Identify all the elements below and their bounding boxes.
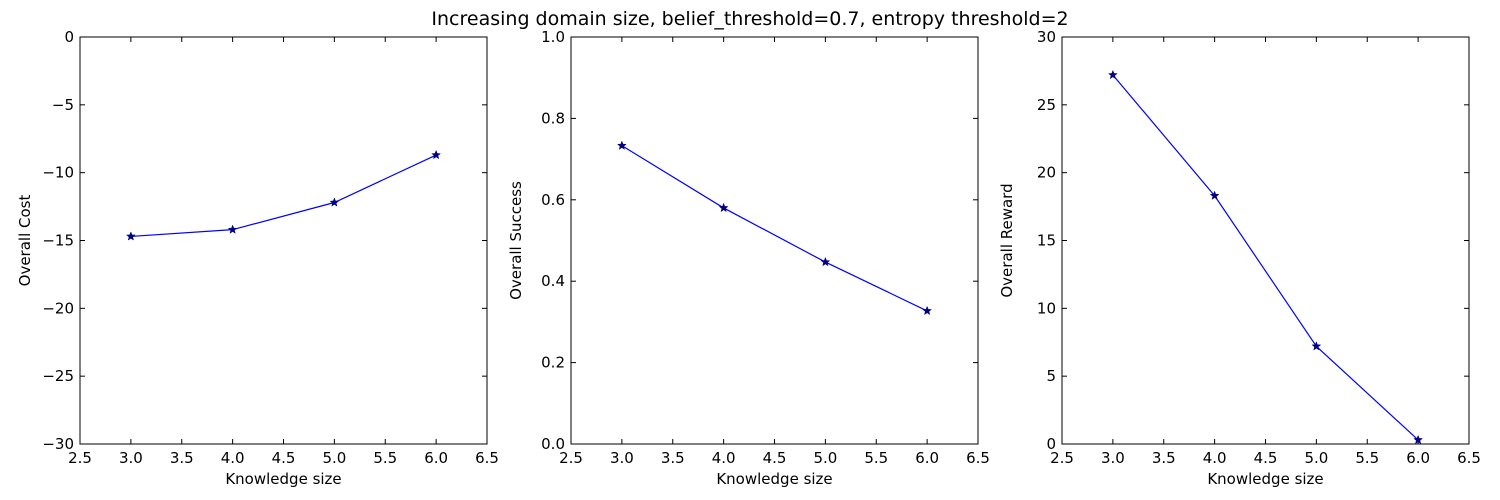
y-axis-label: Overall Reward	[998, 183, 1016, 297]
x-tick-label: 6.5	[966, 449, 990, 467]
x-tick-label: 4.5	[272, 449, 296, 467]
x-tick-label: 5.0	[1304, 449, 1328, 467]
data-point	[125, 231, 136, 241]
data-point	[922, 305, 933, 316]
data-point	[1107, 69, 1118, 80]
x-tick-label: 2.5	[1050, 449, 1074, 467]
x-tick-label: 3.0	[119, 449, 143, 467]
x-tick-label: 5.5	[864, 449, 888, 467]
data-point	[1413, 434, 1424, 445]
x-tick-label: 5.5	[373, 449, 397, 467]
y-tick-label: 0.8	[541, 109, 565, 127]
x-tick-label: 3.5	[170, 449, 194, 467]
x-tick-label: 2.5	[559, 449, 583, 467]
subplots: 2.5 3.0 3.5 4.0 4.5 5.0 5.5 6.0 6.5 −30 −25 −20 −15 −…	[16, 28, 1481, 488]
x-tick-label: 6.0	[1406, 449, 1430, 467]
plot-frame	[1061, 36, 1470, 445]
data-point	[1311, 341, 1322, 351]
data-point	[227, 224, 238, 234]
x-tick-label: 6.5	[475, 449, 499, 467]
data-point	[616, 140, 627, 150]
x-tick-label: 3.0	[610, 449, 634, 467]
y-tick-label: 0.4	[541, 272, 565, 290]
x-tick-label: 5.0	[813, 449, 837, 467]
y-tick-label: 0	[64, 28, 74, 46]
y-tick-label: −25	[42, 367, 74, 385]
x-tick-label: 3.5	[661, 449, 685, 467]
y-tick-label: 20	[1037, 164, 1056, 182]
y-tick-label: 10	[1037, 299, 1056, 317]
y-tick-label: 5	[1046, 367, 1056, 385]
data-point	[718, 202, 729, 213]
subplot-2: 2.5 3.0 3.5 4.0 4.5 5.0 5.5 6.0 6.5 0.0 0.2 0.4 0.6 0…	[507, 28, 990, 488]
data-point	[820, 256, 831, 267]
data-point	[1209, 190, 1220, 200]
subplot-1: 2.5 3.0 3.5 4.0 4.5 5.0 5.5 6.0 6.5 −30 −25 −20 −15 −…	[16, 28, 499, 488]
y-tick-label: 0	[1046, 435, 1056, 453]
series-line	[130, 154, 437, 238]
plot-frame	[570, 36, 979, 445]
plot-frame	[79, 36, 488, 445]
x-tick-label: 4.0	[221, 449, 245, 467]
y-tick-label: −5	[52, 96, 74, 114]
x-tick-label: 4.0	[1203, 449, 1227, 467]
data-point	[329, 197, 340, 207]
x-tick-label: 6.0	[915, 449, 939, 467]
y-tick-label: 0.2	[541, 354, 565, 372]
y-tick-label: −20	[42, 299, 74, 317]
x-tick-label: 6.5	[1457, 449, 1481, 467]
y-tick-label: 1.0	[541, 28, 565, 46]
x-axis-label: Knowledge size	[225, 470, 341, 488]
y-tick-label: 0.0	[541, 435, 565, 453]
x-axis-label: Knowledge size	[1207, 470, 1323, 488]
x-tick-label: 2.5	[68, 449, 92, 467]
x-tick-label: 6.0	[424, 449, 448, 467]
x-tick-label: 3.5	[1152, 449, 1176, 467]
x-tick-label: 3.0	[1101, 449, 1125, 467]
x-tick-label: 4.5	[1254, 449, 1278, 467]
y-tick-label: −30	[42, 435, 74, 453]
y-axis-label: Overall Success	[507, 181, 525, 300]
y-tick-label: −10	[42, 164, 74, 182]
y-tick-label: 0.6	[541, 191, 565, 209]
y-axis-label: Overall Cost	[16, 195, 34, 287]
figure-title: Increasing domain size, belief_threshold…	[431, 8, 1068, 30]
series-line	[621, 145, 928, 312]
y-tick-label: 30	[1037, 28, 1056, 46]
series-line	[1112, 74, 1419, 441]
x-tick-label: 4.0	[712, 449, 736, 467]
y-tick-label: 25	[1037, 96, 1056, 114]
x-tick-label: 4.5	[763, 449, 787, 467]
x-tick-label: 5.5	[1355, 449, 1379, 467]
y-tick-label: 15	[1037, 232, 1056, 250]
y-tick-label: −15	[42, 232, 74, 250]
data-point	[431, 149, 442, 160]
subplot-3: 2.5 3.0 3.5 4.0 4.5 5.0 5.5 6.0 6.5 0 5 10 15 20 25 30 K…	[998, 28, 1481, 488]
x-tick-label: 5.0	[322, 449, 346, 467]
x-axis-label: Knowledge size	[716, 470, 832, 488]
